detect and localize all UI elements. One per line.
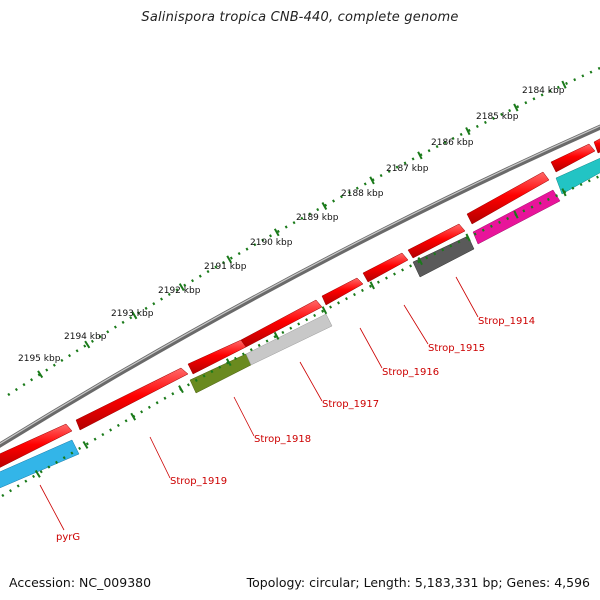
- ruler-tick: [225, 358, 232, 367]
- ruler-tick: [417, 151, 423, 160]
- cds-forward[interactable]: [407, 223, 466, 259]
- ruler-tick: [513, 103, 519, 112]
- kbp-label: 2192 kbp: [158, 286, 201, 296]
- ruler-tick: [131, 311, 138, 320]
- gene-label-strop-1914[interactable]: Strop_1914: [478, 316, 535, 327]
- map-title: Salinispora tropica CNB-440, complete ge…: [141, 10, 459, 25]
- kbp-label: 2194 kbp: [64, 332, 107, 342]
- ruler-tick: [465, 233, 471, 242]
- cds-forward[interactable]: [0, 423, 73, 470]
- kbp-label: 2195 kbp: [18, 354, 61, 364]
- ruler-tick: [561, 80, 567, 89]
- forward-strand: [0, 136, 600, 470]
- gene-label-strop-1917[interactable]: Strop_1917: [322, 399, 379, 410]
- kbp-label: 2189 kbp: [296, 213, 339, 223]
- ruler-tick: [178, 283, 185, 292]
- ruler-tick: [130, 412, 137, 421]
- ruler-tick: [369, 176, 375, 185]
- genome-summary-text: Topology: circular; Length: 5,183,331 bp…: [246, 575, 590, 590]
- gene-label-strop-1919[interactable]: Strop_1919: [170, 476, 227, 487]
- ruler-tick: [561, 188, 567, 197]
- cds-pyrG[interactable]: [0, 439, 80, 490]
- kbp-label: 2186 kbp: [431, 138, 474, 148]
- ruler-tick: [465, 127, 471, 136]
- ruler-tick: [273, 228, 280, 237]
- ruler-tick: [226, 255, 233, 264]
- ruler-tick: [178, 385, 184, 394]
- kbp-label: 2190 kbp: [250, 238, 293, 248]
- ruler-tick: [417, 257, 423, 266]
- ruler-tick: [273, 331, 280, 340]
- ruler-labels: 2184 kbp 2185 kbp 2186 kbp 2187 kbp 2188…: [18, 86, 565, 364]
- kbp-label: 2191 kbp: [204, 262, 247, 272]
- cds-forward[interactable]: [75, 367, 189, 431]
- inner-ruler-dots: [1, 174, 600, 498]
- kbp-label: 2185 kbp: [476, 112, 519, 122]
- ruler-tick: [37, 370, 44, 379]
- ruler-ticks: [37, 80, 567, 379]
- gene-label-strop-1918[interactable]: Strop_1918: [254, 434, 311, 445]
- cds-forward[interactable]: [240, 299, 323, 348]
- cds-forward[interactable]: [362, 252, 409, 283]
- cds-forward[interactable]: [466, 171, 550, 225]
- kbp-label: 2187 kbp: [386, 164, 429, 174]
- cds-strop-1917[interactable]: [245, 313, 333, 366]
- ruler-tick: [513, 210, 519, 219]
- gene-label-pyrG[interactable]: pyrG: [56, 532, 80, 543]
- ruler-tick: [34, 469, 41, 478]
- cds-strop-1914[interactable]: [412, 235, 475, 278]
- cds-forward[interactable]: [550, 143, 596, 173]
- kbp-label: 2188 kbp: [341, 189, 384, 199]
- kbp-label: 2184 kbp: [522, 86, 565, 96]
- cds-forward[interactable]: [321, 277, 364, 306]
- ruler-tick: [321, 306, 328, 315]
- cds-teal[interactable]: [555, 156, 600, 195]
- gene-label-strop-1915[interactable]: Strop_1915: [428, 343, 485, 354]
- ruler-tick: [369, 281, 375, 290]
- ruler-tick: [321, 202, 328, 210]
- genome-backbone: [0, 124, 600, 448]
- gene-labels: pyrG Strop_1919 Strop_1918 Strop_1917 St…: [56, 316, 535, 543]
- accession-text: Accession: NC_009380: [9, 575, 152, 590]
- cds-forward[interactable]: [593, 136, 600, 154]
- kbp-label: 2193 kbp: [111, 309, 154, 319]
- ruler-tick: [82, 440, 89, 449]
- ruler-dots: [7, 66, 600, 397]
- label-leaders: [39, 276, 479, 531]
- gene-label-strop-1916[interactable]: Strop_1916: [382, 367, 439, 378]
- ruler-tick: [84, 340, 91, 349]
- inner-ruler-ticks: [34, 188, 567, 478]
